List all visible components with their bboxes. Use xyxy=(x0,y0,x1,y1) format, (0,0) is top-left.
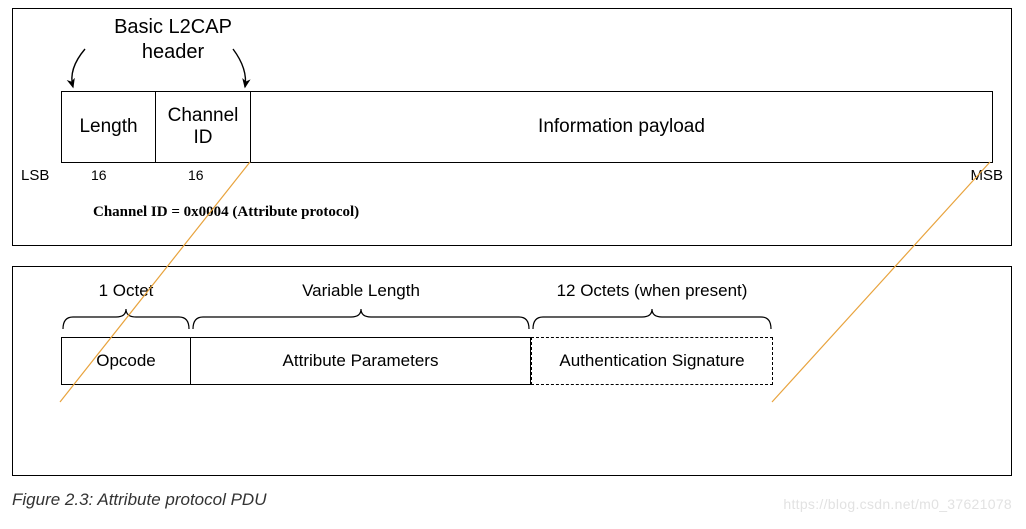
field-auth-sig: Authentication Signature xyxy=(531,337,773,385)
msb-label: MSB xyxy=(970,167,1003,184)
channel-id-note: Channel ID = 0x0004 (Attribute protocol) xyxy=(93,204,359,221)
figure-caption: Figure 2.3: Attribute protocol PDU xyxy=(12,490,267,510)
watermark: https://blog.csdn.net/m0_37621078 xyxy=(783,496,1012,512)
field-attr-params-label: Attribute Parameters xyxy=(283,351,439,371)
field-length-label: Length xyxy=(79,116,137,138)
toplabel-opcode: 1 Octet xyxy=(61,281,191,301)
top-panel: Basic L2CAP header Length Channel ID Inf… xyxy=(12,8,1012,246)
field-auth-sig-label: Authentication Signature xyxy=(559,351,744,371)
field-channel-id-label: Channel ID xyxy=(168,105,239,149)
bottom-panel: 1 Octet Variable Length 12 Octets (when … xyxy=(12,266,1012,476)
field-length: Length xyxy=(61,91,156,163)
basic-l2cap-header-label: Basic L2CAP header xyxy=(83,15,263,65)
lsb-label: LSB xyxy=(21,167,49,184)
bits-length: 16 xyxy=(91,167,107,183)
field-opcode-label: Opcode xyxy=(96,351,156,371)
field-attr-params: Attribute Parameters xyxy=(190,337,531,385)
field-info-payload-label: Information payload xyxy=(538,116,705,138)
figure-root: Basic L2CAP header Length Channel ID Inf… xyxy=(0,0,1026,529)
toplabel-attr-params: Variable Length xyxy=(191,281,531,301)
field-info-payload: Information payload xyxy=(250,91,993,163)
bits-channel-id: 16 xyxy=(188,167,204,183)
toplabel-auth-sig: 12 Octets (when present) xyxy=(531,281,773,301)
field-opcode: Opcode xyxy=(61,337,191,385)
field-channel-id: Channel ID xyxy=(155,91,251,163)
